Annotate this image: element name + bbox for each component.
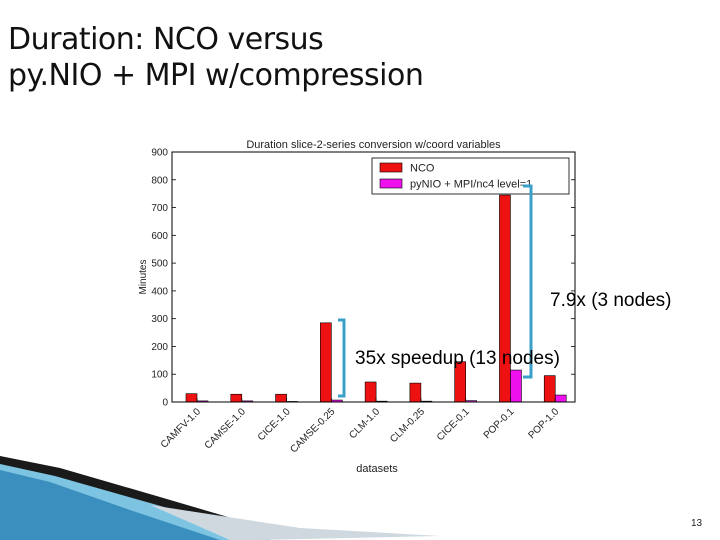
- y-tick-label: 0: [162, 398, 168, 409]
- slide-title: Duration: NCO versus py.NIO + MPI w/comp…: [8, 22, 424, 94]
- y-tick-label: 800: [151, 175, 168, 186]
- bracket-13-nodes: [338, 318, 346, 398]
- chart-title: Duration slice-2-series conversion w/coo…: [246, 139, 501, 151]
- slide-title-line-2: py.NIO + MPI w/compression: [8, 58, 424, 93]
- y-axis-label: Minutes: [138, 259, 149, 294]
- page-number: 13: [691, 518, 703, 529]
- legend-swatch: [379, 162, 403, 173]
- decor-swoosh-shadow: [150, 505, 440, 540]
- speedup-annotation-13-nodes: 35x speedup (13 nodes): [355, 348, 560, 369]
- y-tick-label: 200: [151, 342, 168, 353]
- decor-swoosh-blue: [0, 470, 220, 540]
- y-tick-label: 500: [151, 259, 168, 270]
- plot-frame: [171, 151, 576, 403]
- legend-box: [371, 157, 570, 195]
- y-tick-label: 700: [151, 203, 168, 214]
- bracket-3-nodes: [523, 184, 533, 379]
- y-tick-label: 600: [151, 231, 168, 242]
- y-tick-label: 900: [151, 148, 168, 159]
- legend-label: NCO: [410, 163, 435, 175]
- y-tick-label: 300: [151, 314, 168, 325]
- speedup-annotation-3-nodes: 7.9x (3 nodes): [550, 290, 672, 311]
- y-tick-label: 400: [151, 286, 168, 297]
- slide-title-line-1: Duration: NCO versus: [8, 22, 324, 57]
- legend-swatch: [379, 178, 403, 189]
- legend-label: pyNIO + MPI/nc4 level=1: [410, 179, 532, 191]
- x-axis-label: datasets: [356, 463, 398, 475]
- y-tick-label: 100: [151, 370, 168, 381]
